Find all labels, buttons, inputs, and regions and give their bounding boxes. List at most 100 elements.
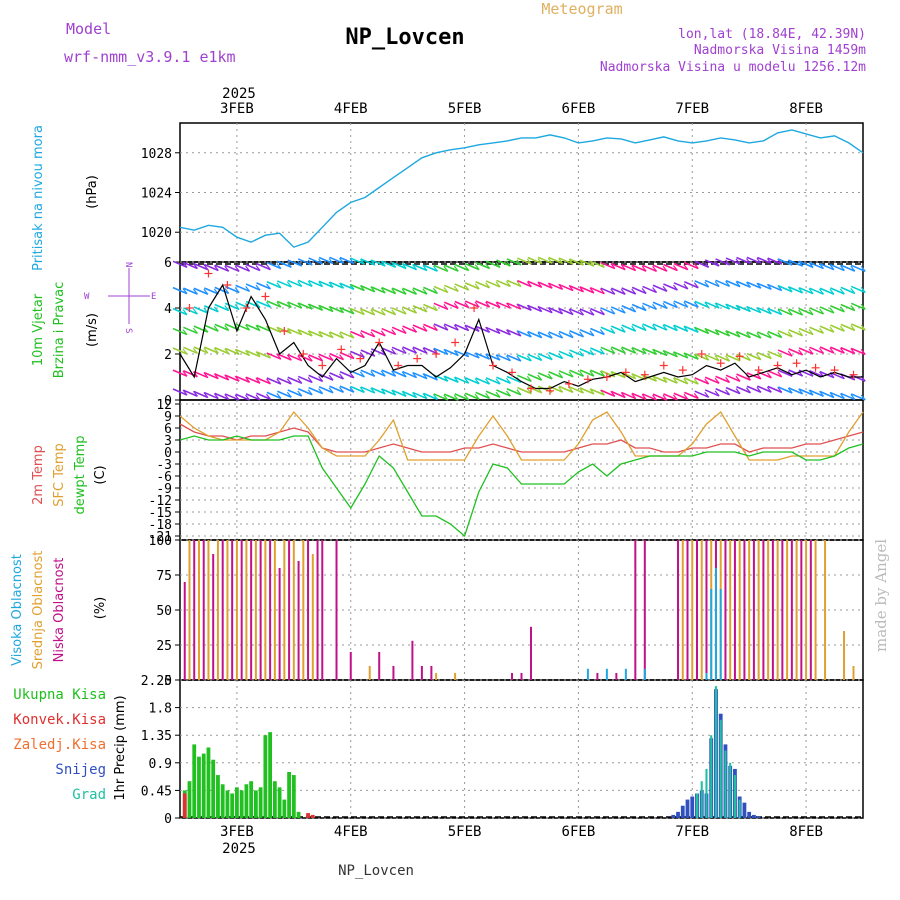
wind-arrow-head — [401, 288, 407, 295]
wind-arrow-head — [506, 260, 511, 267]
precip-snow-bar — [742, 802, 747, 818]
wind-arrow-head — [474, 378, 480, 385]
wind-arrow-head — [464, 394, 470, 401]
wind-arrow-head — [808, 288, 814, 295]
wind-arrow-head — [693, 263, 699, 269]
wind-arrow-head — [485, 378, 491, 385]
wind-arrow-head — [850, 305, 856, 311]
wind-arrow-head — [506, 355, 511, 362]
wind-arrow-head — [339, 386, 344, 393]
wind-arrow-head — [589, 349, 595, 356]
wind-arrow — [767, 385, 783, 394]
wind-arrow-head — [182, 348, 188, 355]
wind-arrow-head — [370, 309, 376, 316]
wind-arrow-head — [652, 303, 658, 310]
wind-arrow-head — [485, 263, 491, 269]
wind-arrow-head — [819, 288, 824, 295]
precip-graupel-bar — [724, 750, 727, 818]
wind-arrow-head — [714, 355, 720, 362]
x-tick-label-top: 3FEB — [220, 101, 254, 117]
wind-arrow-head — [255, 302, 261, 308]
wind-arrow-head — [787, 331, 793, 338]
wind-arrow-head — [579, 350, 584, 357]
wind-arrow — [819, 346, 835, 354]
pressure-line — [179, 129, 864, 248]
panel-frame — [179, 399, 864, 541]
wind-arrow-head — [307, 280, 313, 287]
y-tick-label: 1024 — [141, 187, 172, 202]
wind-arrow — [412, 287, 428, 295]
wind-arrow — [777, 258, 793, 266]
wind-arrow — [673, 392, 689, 400]
wind-arrow-head — [266, 283, 271, 290]
wind-arrow — [224, 302, 240, 311]
wind-arrow-head — [641, 305, 647, 311]
wind-arrow-head — [839, 393, 845, 399]
y-tick-label: 6 — [164, 422, 172, 437]
wind-arrow-head — [318, 355, 324, 362]
wind-arrow — [600, 261, 616, 270]
wind-arrow-head — [401, 347, 407, 354]
wind-arrow — [475, 300, 490, 308]
wind-arrow — [391, 307, 407, 315]
wind-arrow — [339, 256, 355, 265]
wind-arrow-head — [735, 375, 741, 382]
wind-arrow — [308, 257, 323, 265]
wind-arrow — [850, 302, 866, 311]
wind-arrow — [433, 264, 449, 273]
precip-legend: Ukupna Kisa Konvek.Kisa Zaledj.Kisa Snij… — [13, 687, 106, 803]
temp-sfc-line — [179, 410, 864, 461]
wind-arrow-head — [579, 331, 584, 338]
wind-arrow — [433, 323, 449, 331]
precip-snow-bar — [680, 805, 685, 818]
y-tick-label: 1.35 — [141, 729, 172, 744]
wind-arrow-head — [485, 282, 491, 289]
wind-arrow — [203, 305, 219, 313]
precip-conv-bar — [306, 813, 310, 818]
x-tick-label-bottom: 3FEB — [220, 824, 254, 840]
station-title: NP_Lovcen — [345, 25, 464, 50]
wind-arrow-head — [380, 309, 386, 316]
wind-arrow — [443, 348, 459, 357]
wind-arrow — [350, 385, 365, 394]
wind-arrow-head — [641, 288, 647, 294]
wind-arrow — [339, 370, 355, 379]
wind-arrow — [391, 261, 407, 270]
wind-arrow-head — [537, 355, 543, 361]
wind-arrow — [569, 285, 584, 293]
wind-arrow — [767, 370, 783, 378]
wind-arrow-head — [808, 348, 814, 355]
wind-arrow — [266, 377, 282, 385]
wind-arrow — [391, 369, 407, 378]
wind-arrow — [485, 377, 501, 385]
precip-total-bar — [197, 756, 201, 818]
wind-arrow — [329, 331, 344, 339]
wind-arrow — [757, 370, 772, 379]
wind-arrow — [506, 387, 522, 396]
wind-arrow-head — [808, 309, 814, 315]
wind-arrow-head — [276, 301, 282, 308]
wind-arrow — [256, 262, 271, 271]
wind-arrow-head — [266, 301, 271, 308]
wind-arrow — [485, 280, 501, 288]
wind-arrow — [788, 348, 803, 356]
wind-arrow-head — [568, 332, 574, 338]
wind-arrow — [610, 390, 626, 399]
wind-arrow — [715, 354, 730, 362]
wind-arrow-head — [401, 327, 407, 334]
wind-arrow-head — [756, 332, 762, 339]
wind-arrow-head — [798, 349, 804, 356]
panel-precipitation: 0 0.45 0.9 1.35 1.8 2.25 — [141, 674, 864, 827]
wind-arrow — [819, 262, 835, 271]
wind-arrow — [600, 307, 616, 315]
wind-arrow — [548, 370, 563, 379]
wind-arrow — [308, 374, 323, 383]
wind-arrow-head — [839, 265, 845, 271]
wind-arrow-head — [662, 302, 668, 309]
wind-arrow — [850, 264, 866, 273]
wind-arrow — [840, 303, 856, 312]
wind-arrow-head — [631, 347, 637, 354]
legend-graupel: Grad — [72, 787, 106, 803]
wind-arrow — [736, 304, 751, 313]
wind-arrow — [412, 305, 428, 313]
